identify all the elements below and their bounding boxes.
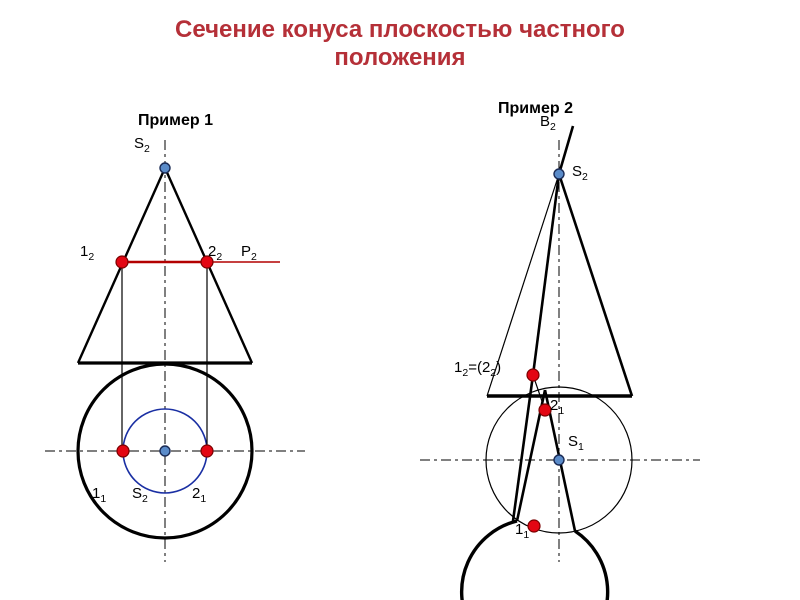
- example-2-figure: [0, 0, 800, 600]
- label-1-2: 12: [80, 243, 94, 260]
- label-2-2: 22: [208, 243, 222, 260]
- label-S2-bottom: S2: [132, 485, 148, 502]
- label-1-1-ex2: 11: [515, 521, 529, 538]
- label-S1: S1: [568, 433, 584, 450]
- label-2-1-ex2: 21: [550, 397, 564, 414]
- label-B2: B2: [540, 113, 556, 130]
- label-S2-ex2: S2: [572, 163, 588, 180]
- label-1-1: 11: [92, 485, 106, 502]
- label-12eq22: 12=(22): [454, 359, 501, 376]
- diagram-stage: Сечение конуса плоскостью частного полож…: [0, 0, 800, 600]
- label-P2: P2: [241, 243, 257, 260]
- label-S2-top: S2: [134, 135, 150, 152]
- label-2-1: 21: [192, 485, 206, 502]
